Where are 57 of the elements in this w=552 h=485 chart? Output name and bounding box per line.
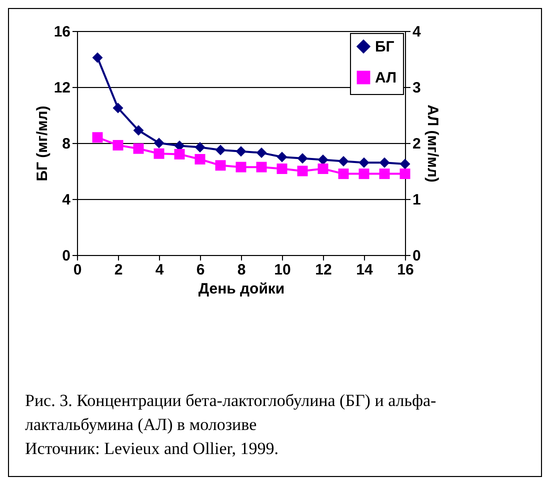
legend-label: БГ: [375, 38, 395, 56]
point: [92, 52, 103, 63]
point: [215, 144, 226, 156]
point: [174, 148, 185, 160]
y-tick-label: 12: [54, 80, 70, 96]
point: [112, 102, 124, 114]
point: [400, 158, 410, 170]
point: [236, 162, 246, 172]
point: [338, 168, 349, 180]
point: [297, 166, 308, 176]
point: [154, 148, 164, 159]
point: [338, 156, 349, 166]
legend-label: АЛ: [375, 70, 397, 86]
point: [133, 143, 144, 154]
point: [400, 168, 410, 180]
point: [256, 162, 267, 172]
y-tick-label: 4: [62, 192, 72, 208]
point: [112, 140, 124, 150]
point: [297, 153, 308, 164]
point: [236, 146, 246, 157]
y2-tick-label: 4: [412, 24, 422, 40]
point: [318, 154, 328, 166]
y2-tick-label: 0: [412, 248, 421, 264]
y2-tick-label: 3: [412, 80, 421, 96]
x-axis-title: День дойки: [198, 280, 285, 298]
y-axis-title: БГ (мг/мл): [34, 106, 51, 182]
point: [92, 132, 103, 143]
y-tick-label: 0: [62, 248, 70, 264]
y-tick-label: 8: [62, 136, 70, 152]
point: [133, 125, 144, 136]
point: [318, 164, 328, 174]
point: [379, 157, 390, 168]
point: [276, 152, 288, 162]
point: [256, 148, 267, 158]
text: Источник: Levieux and Ollier, 1999.: [25, 438, 280, 460]
point: [215, 160, 226, 171]
x-tick-label: 2: [114, 262, 123, 278]
x-tick-label: 16: [397, 262, 414, 278]
text: Рис. 3. Концентрации бета-лактоглобулина (БГ) и альфа-лактальбумина (АЛ) в молозиве: [25, 390, 438, 436]
point: [194, 154, 206, 164]
x-tick-label: 10: [274, 262, 291, 278]
point: [194, 142, 206, 152]
x-tick-label: 4: [155, 262, 164, 278]
x-tick-label: 12: [315, 262, 332, 278]
x-tick-label: 6: [196, 262, 205, 278]
x-tick-label: 8: [237, 262, 246, 278]
y2-tick-label: 1: [412, 192, 421, 208]
y2-tick-label: 2: [412, 136, 421, 152]
point: [358, 168, 370, 180]
point: [276, 164, 288, 174]
point: [358, 157, 370, 168]
x-tick-label: 0: [73, 262, 82, 278]
y-tick-label: 16: [54, 24, 70, 40]
y2-axis-title: АЛ (мг/мл): [424, 104, 441, 182]
x-tick-label: 14: [356, 262, 374, 278]
point: [154, 138, 164, 148]
point: [379, 168, 390, 180]
